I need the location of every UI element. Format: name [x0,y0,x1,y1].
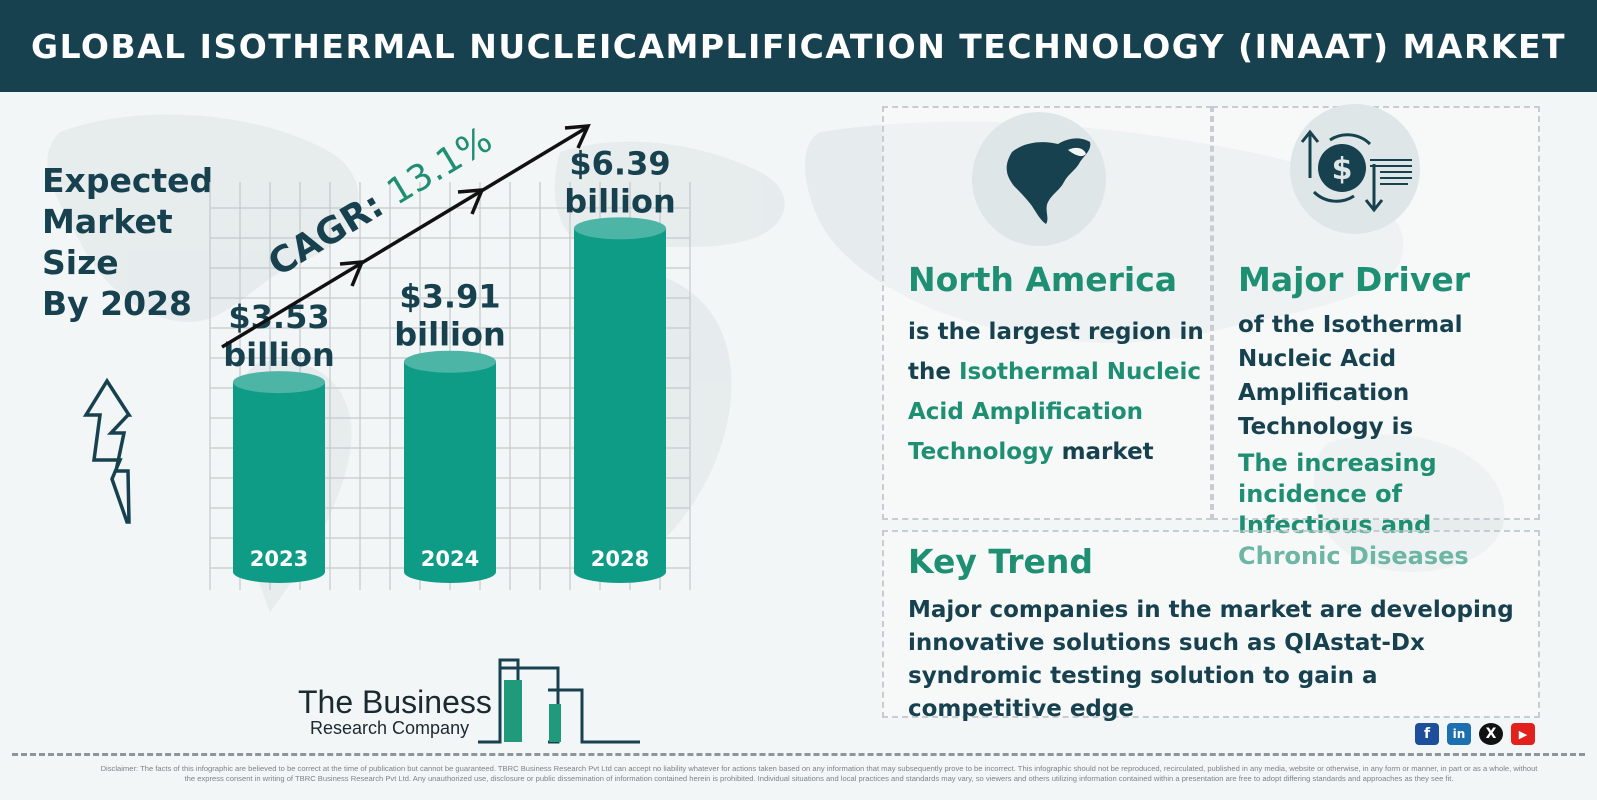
page-title: GLOBAL ISOTHERMAL NUCLEICAMPLIFICATION T… [0,0,1597,92]
dollar-exchange-icon: $ [1300,129,1412,213]
major-driver-title: Major Driver [1238,260,1470,299]
expected-line-2: Market [42,202,173,241]
north-america-card: North America is the largest region in t… [882,106,1212,520]
logo-name: The Business [298,684,492,720]
bar-2028 [574,228,666,583]
key-trend-description: Major companies in the market are develo… [908,597,1514,722]
x-icon[interactable]: X [1479,723,1503,745]
cagr-arrow-chevron [457,188,485,215]
cagr-prefix: CAGR: [262,178,402,284]
bar-top-2024 [404,350,496,373]
major-driver-text: of the Isothermal Nucleic Acid Amplifica… [1238,312,1463,440]
expected-line-3: Size [42,243,119,282]
logo-building-icon [478,658,640,744]
bar-top-2028 [574,217,666,240]
cagr-value: 13.1% [380,119,499,213]
growth-arrow-icon [82,377,133,524]
major-driver-card: $ Major Driver of the Isothermal Nucleic… [1212,104,1540,570]
category-label-2023: 2023 [250,547,308,571]
disclaimer-text: Disclaimer: The facts of this infographi… [100,764,1538,783]
expected-line-4: By 2028 [42,284,192,323]
social-links: f in X ▶ [1415,723,1535,745]
svg-text:$: $ [1332,152,1353,187]
major-driver-description: of the Isothermal Nucleic Acid Amplifica… [1238,308,1538,572]
north-america-text-a: is the largest region in the [908,319,1204,385]
cagr-arrowhead [564,123,591,149]
key-trend-card: Key Trend Major companies in the market … [882,530,1540,722]
market-size-chart: 2023$3.53billion2024$3.91billion2028$6.3… [209,119,691,590]
value-label-2024: $3.91 [399,278,500,316]
key-trend-title: Key Trend [908,542,1094,581]
north-america-map-icon [1006,138,1091,224]
facebook-icon[interactable]: f [1415,723,1439,745]
value-unit-2024: billion [394,316,506,354]
expected-line-1: Expected [42,161,214,200]
north-america-text-b: market [1053,439,1154,465]
value-label-2023: $3.53 [228,298,329,336]
youtube-icon[interactable]: ▶ [1511,723,1535,745]
category-label-2028: 2028 [591,547,649,571]
value-unit-2028: billion [564,182,676,220]
logo-subtitle: Research Company [310,718,470,738]
major-driver-icon-circle: $ [1290,104,1420,234]
footer-divider [12,753,1585,756]
bar-2023 [233,382,325,583]
north-america-title: North America [908,260,1178,299]
value-label-2028: $6.39 [569,144,670,182]
linkedin-icon[interactable]: in [1447,723,1471,745]
cagr-arrow-chevron [339,259,365,287]
major-driver-highlight: The increasing incidence of Infectious a… [1238,449,1469,570]
north-america-icon-circle [972,112,1106,246]
north-america-highlight: Isothermal Nucleic Acid Amplification Te… [908,359,1201,465]
company-logo: The Business Research Company [298,640,658,750]
bar-top-2023 [233,371,325,394]
value-unit-2023: billion [223,336,335,374]
bar-2024 [404,361,496,583]
cagr-arrow-line [221,126,587,349]
category-label-2024: 2024 [421,547,479,571]
expected-market-size-label: Expected Market Size By 2028 [42,160,222,324]
north-america-description: is the largest region in the Isothermal … [908,312,1208,472]
